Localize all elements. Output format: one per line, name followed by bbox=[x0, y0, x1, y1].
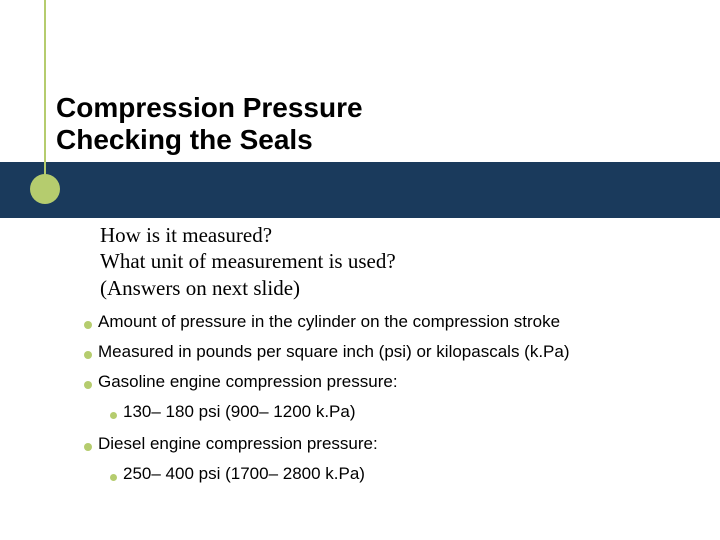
list-item: Gasoline engine compression pressure: bbox=[84, 372, 694, 392]
bullet-text: 250– 400 psi (1700– 2800 k.Pa) bbox=[123, 464, 365, 484]
list-item: Amount of pressure in the cylinder on th… bbox=[84, 312, 694, 332]
bullet-icon bbox=[84, 321, 92, 329]
bullet-text: Measured in pounds per square inch (psi)… bbox=[98, 342, 570, 362]
intro-line-1: How is it measured? bbox=[100, 222, 680, 248]
intro-line-3: (Answers on next slide) bbox=[100, 275, 680, 301]
slide-title: Compression Pressure Checking the Seals bbox=[56, 92, 363, 156]
title-line-1: Compression Pressure bbox=[56, 92, 363, 124]
list-item: Diesel engine compression pressure: bbox=[84, 434, 694, 454]
bullet-text: Gasoline engine compression pressure: bbox=[98, 372, 398, 392]
bullet-text: Amount of pressure in the cylinder on th… bbox=[98, 312, 560, 332]
accent-dot-icon bbox=[30, 174, 60, 204]
bullet-text: Diesel engine compression pressure: bbox=[98, 434, 378, 454]
bullet-icon bbox=[84, 351, 92, 359]
bullet-icon bbox=[84, 443, 92, 451]
intro-line-2: What unit of measurement is used? bbox=[100, 248, 680, 274]
bullet-icon bbox=[84, 381, 92, 389]
bullet-list: Amount of pressure in the cylinder on th… bbox=[84, 312, 694, 496]
list-item: Measured in pounds per square inch (psi)… bbox=[84, 342, 694, 362]
title-line-2: Checking the Seals bbox=[56, 124, 363, 156]
vertical-accent-line bbox=[44, 0, 46, 175]
intro-text-block: How is it measured? What unit of measure… bbox=[100, 222, 680, 301]
list-item-sub: 130– 180 psi (900– 1200 k.Pa) bbox=[110, 402, 694, 422]
bullet-text: 130– 180 psi (900– 1200 k.Pa) bbox=[123, 402, 356, 422]
list-item-sub: 250– 400 psi (1700– 2800 k.Pa) bbox=[110, 464, 694, 484]
bullet-icon bbox=[110, 412, 117, 419]
bullet-icon bbox=[110, 474, 117, 481]
title-banner bbox=[0, 162, 720, 218]
